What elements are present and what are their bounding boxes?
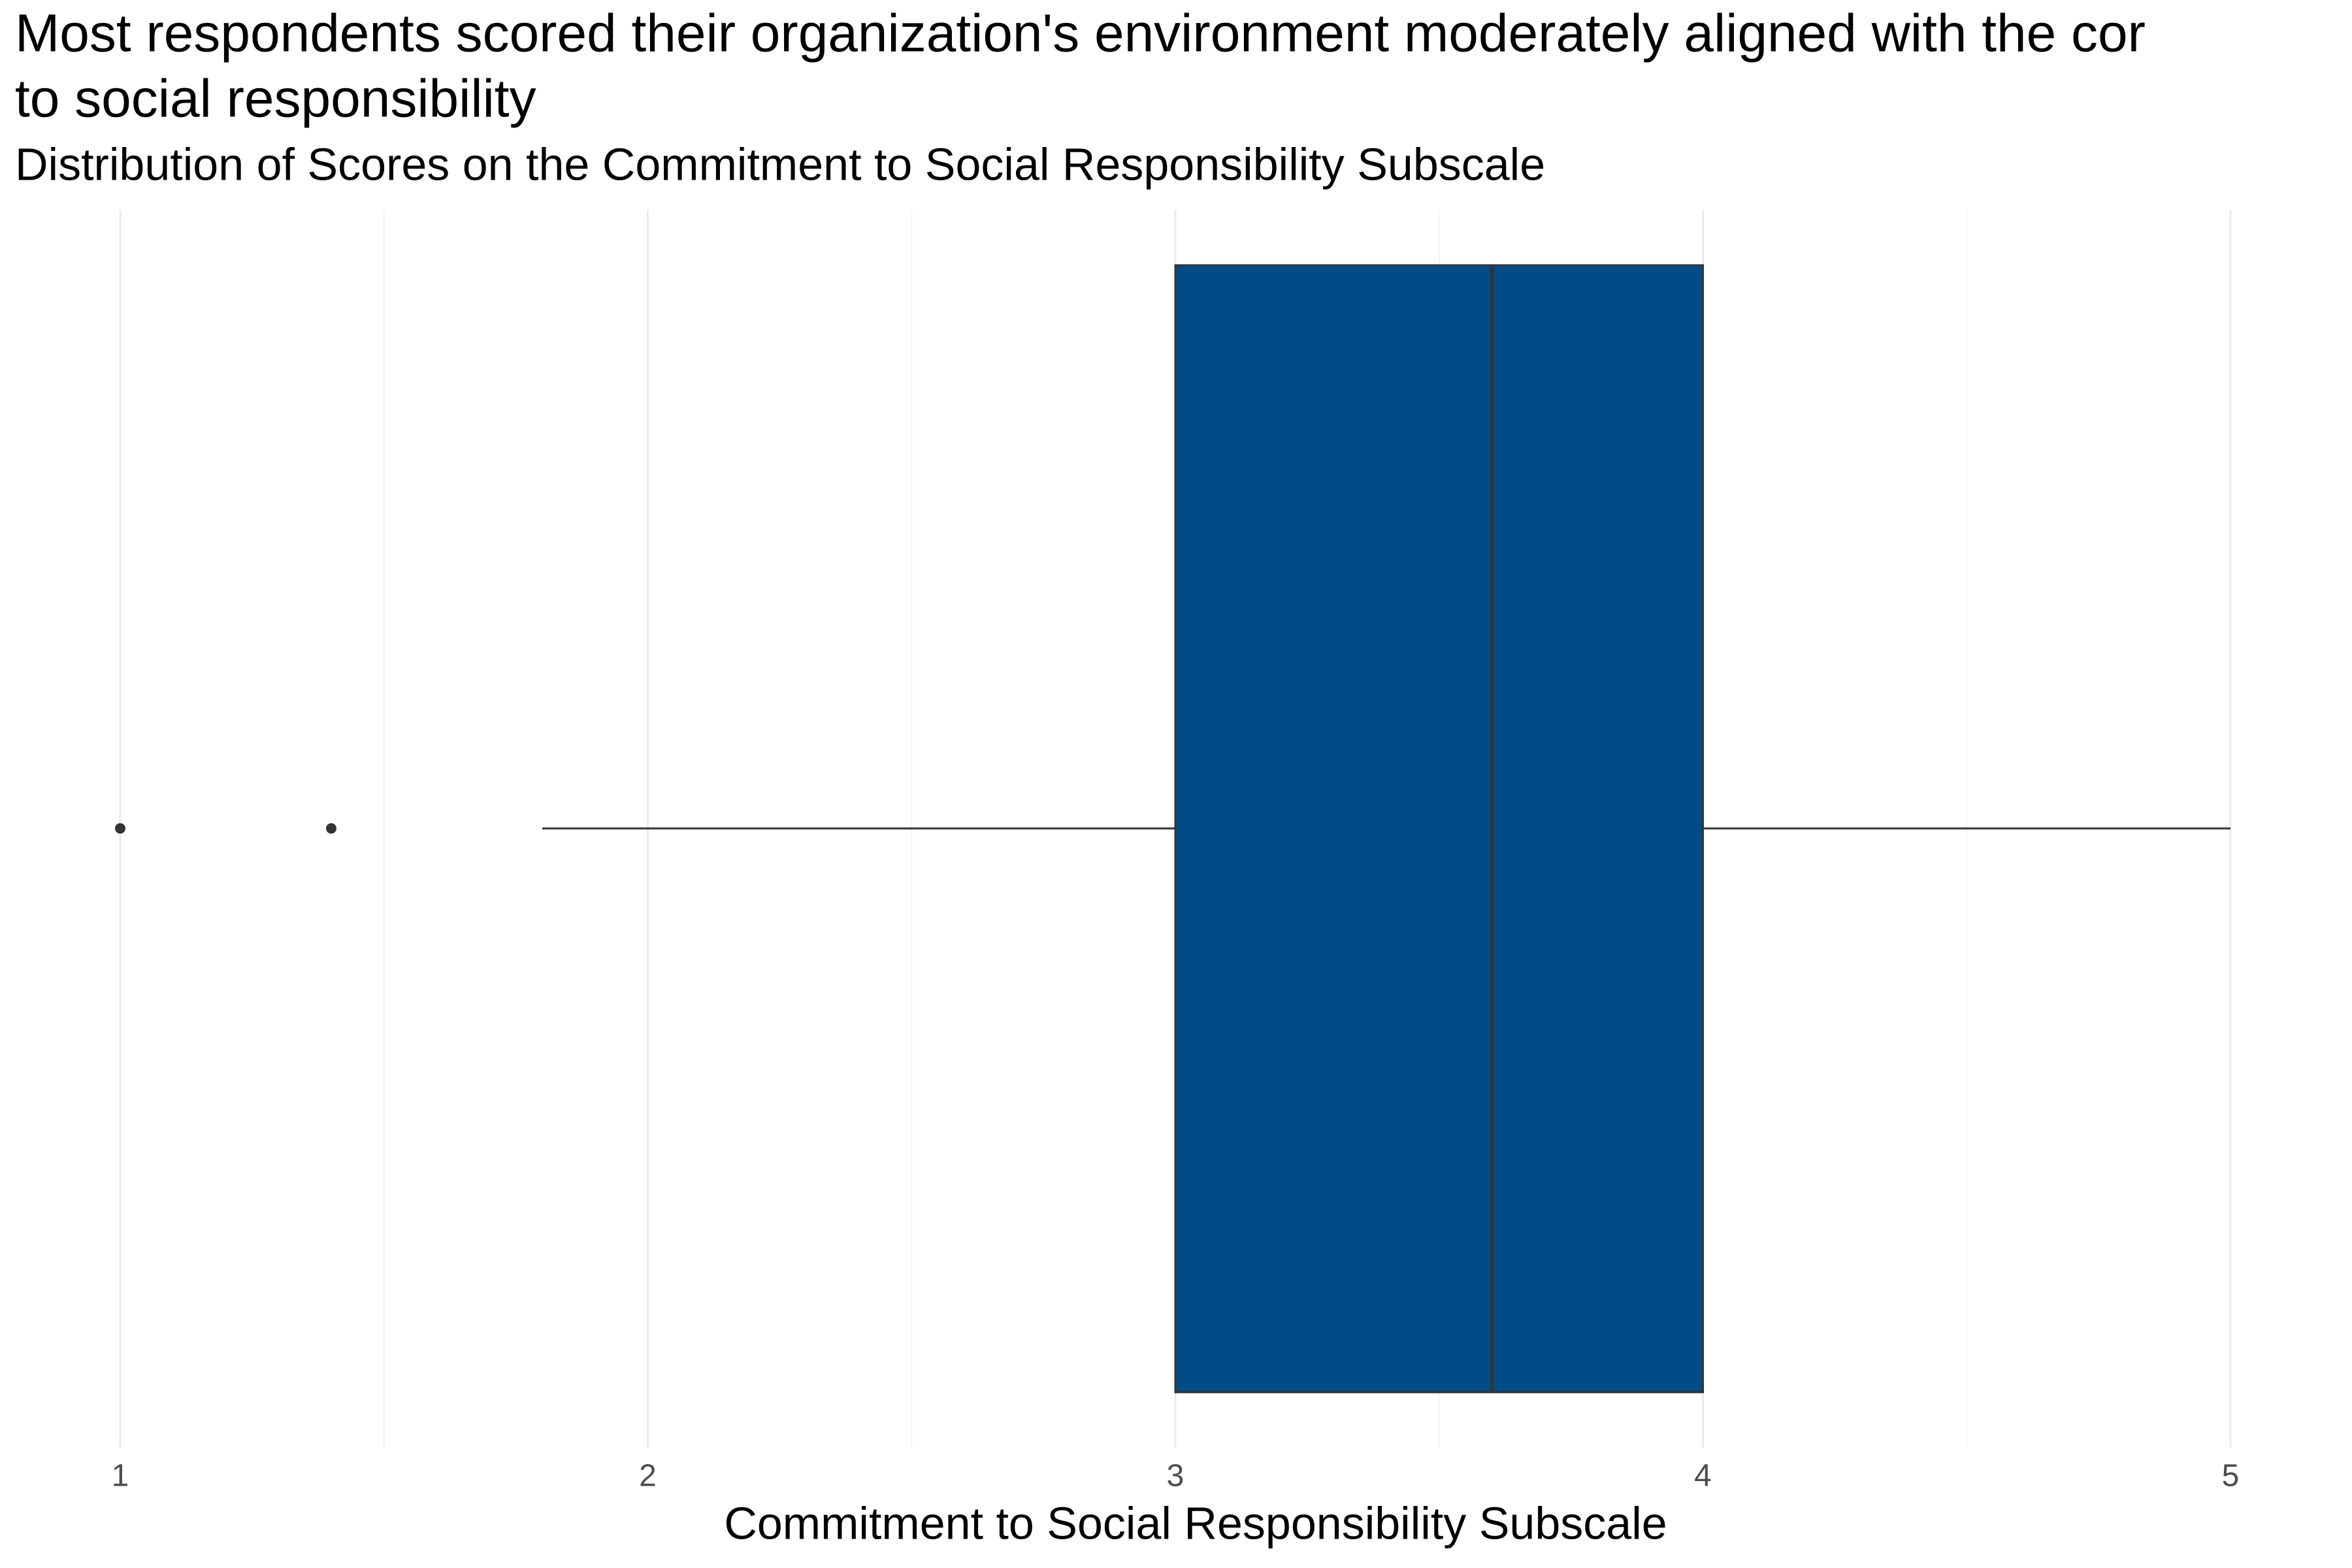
chart-title: Most respondents scored their organizati… [15, 4, 2146, 63]
x-tick-label: 3 [1167, 1459, 1184, 1494]
chart-title: to social responsibility [15, 69, 536, 129]
outlier [115, 823, 125, 834]
box [1174, 264, 1704, 1394]
x-tick-label: 5 [2222, 1459, 2240, 1494]
plot-area [115, 264, 2230, 1394]
x-tick-label: 1 [112, 1459, 129, 1494]
x-tick-label: 4 [1694, 1459, 1712, 1494]
x-tick-label: 2 [639, 1459, 657, 1494]
chart-subtitle: Distribution of Scores on the Commitment… [15, 139, 1545, 189]
x-axis-label: Commitment to Social Responsibility Subs… [724, 1497, 1667, 1548]
outlier [326, 823, 336, 834]
